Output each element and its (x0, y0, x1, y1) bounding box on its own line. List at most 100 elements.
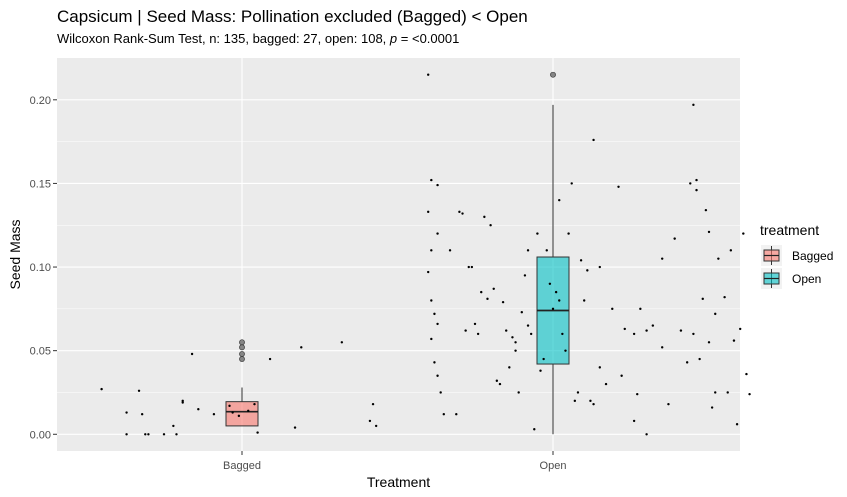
data-point (558, 299, 561, 302)
data-point (175, 433, 178, 436)
data-point (548, 282, 552, 285)
data-point (433, 312, 436, 316)
data-point (436, 232, 439, 235)
data-point (508, 366, 511, 369)
data-point (125, 411, 128, 414)
data-point (501, 300, 505, 304)
data-point (498, 382, 502, 386)
data-point (536, 232, 539, 235)
chart-title: Capsicum | Seed Mass: Pollination exclud… (57, 7, 528, 26)
data-point (592, 402, 595, 406)
data-point (455, 413, 458, 416)
data-point (723, 295, 726, 299)
data-point (729, 249, 733, 252)
data-point (172, 424, 175, 428)
data-point (480, 290, 483, 294)
data-point (523, 274, 527, 277)
data-point (545, 249, 548, 252)
data-point (620, 374, 623, 377)
data-point (732, 339, 736, 342)
data-point (461, 212, 464, 215)
data-point (162, 433, 166, 436)
data-point (701, 297, 704, 301)
data-point (526, 249, 530, 252)
data-point (517, 391, 520, 394)
data-point (144, 433, 147, 436)
data-point (430, 178, 433, 182)
data-point (673, 237, 676, 240)
plot-panel (57, 58, 740, 451)
data-point (645, 433, 648, 436)
box-bagged (225, 401, 259, 427)
data-point (427, 73, 430, 76)
data-point (427, 210, 430, 214)
data-point (100, 387, 103, 391)
data-point (739, 327, 742, 331)
data-point (430, 337, 433, 341)
data-point (748, 392, 751, 396)
data-point (561, 332, 564, 336)
y-tick-label: 0.20 (30, 95, 51, 107)
data-point (430, 299, 433, 302)
data-point (197, 407, 200, 411)
data-point (564, 349, 567, 352)
data-point (692, 332, 695, 336)
data-point (439, 391, 442, 394)
outlier-point (550, 71, 556, 78)
data-point (430, 249, 433, 252)
data-point (247, 409, 250, 413)
data-point (645, 329, 648, 332)
data-point (483, 215, 486, 219)
data-point (583, 299, 586, 302)
data-point (623, 327, 626, 331)
data-point (554, 290, 558, 294)
data-point (448, 249, 452, 252)
data-point (667, 402, 670, 406)
data-point (190, 352, 194, 356)
subtitle-p-value: = <0.0001 (397, 31, 460, 46)
data-point (489, 224, 492, 227)
data-point (576, 391, 580, 394)
data-point (293, 426, 297, 429)
data-point (300, 346, 303, 349)
x-axis-title: Treatment (367, 474, 430, 490)
legend-label-open: Open (792, 272, 821, 286)
data-point (589, 399, 592, 403)
data-point (231, 411, 234, 414)
data-point (679, 329, 683, 332)
data-point (253, 402, 256, 406)
data-point (726, 391, 729, 394)
data-point (511, 336, 514, 339)
data-point (617, 185, 620, 188)
data-point (698, 357, 701, 361)
data-point (371, 402, 375, 406)
data-point (368, 419, 372, 423)
legend-title: treatment (760, 222, 819, 238)
outlier-point (239, 351, 245, 357)
x-tick-label: Open (540, 460, 567, 472)
data-point (579, 259, 583, 262)
data-point (147, 433, 150, 436)
subtitle-text: Wilcoxon Rank-Sum Test, n: 135, bagged: … (57, 31, 390, 46)
outlier-point (239, 339, 245, 346)
y-axis-title: Seed Mass (7, 219, 23, 289)
data-point (604, 382, 608, 386)
data-point (473, 322, 477, 326)
data-point (611, 307, 614, 311)
data-point (467, 265, 470, 269)
chart-subtitle: Wilcoxon Rank-Sum Test, n: 135, bagged: … (57, 31, 459, 46)
data-point (661, 346, 664, 349)
y-tick-label: 0.05 (30, 346, 51, 358)
data-point (433, 361, 436, 364)
data-point (707, 230, 711, 234)
data-point (742, 232, 745, 235)
data-point (567, 232, 570, 235)
data-point (689, 182, 692, 185)
data-point (505, 329, 508, 332)
data-point (704, 208, 708, 212)
data-point (436, 322, 439, 326)
data-point (639, 307, 642, 311)
legend-label-bagged: Bagged (792, 249, 833, 263)
data-point (268, 357, 272, 361)
